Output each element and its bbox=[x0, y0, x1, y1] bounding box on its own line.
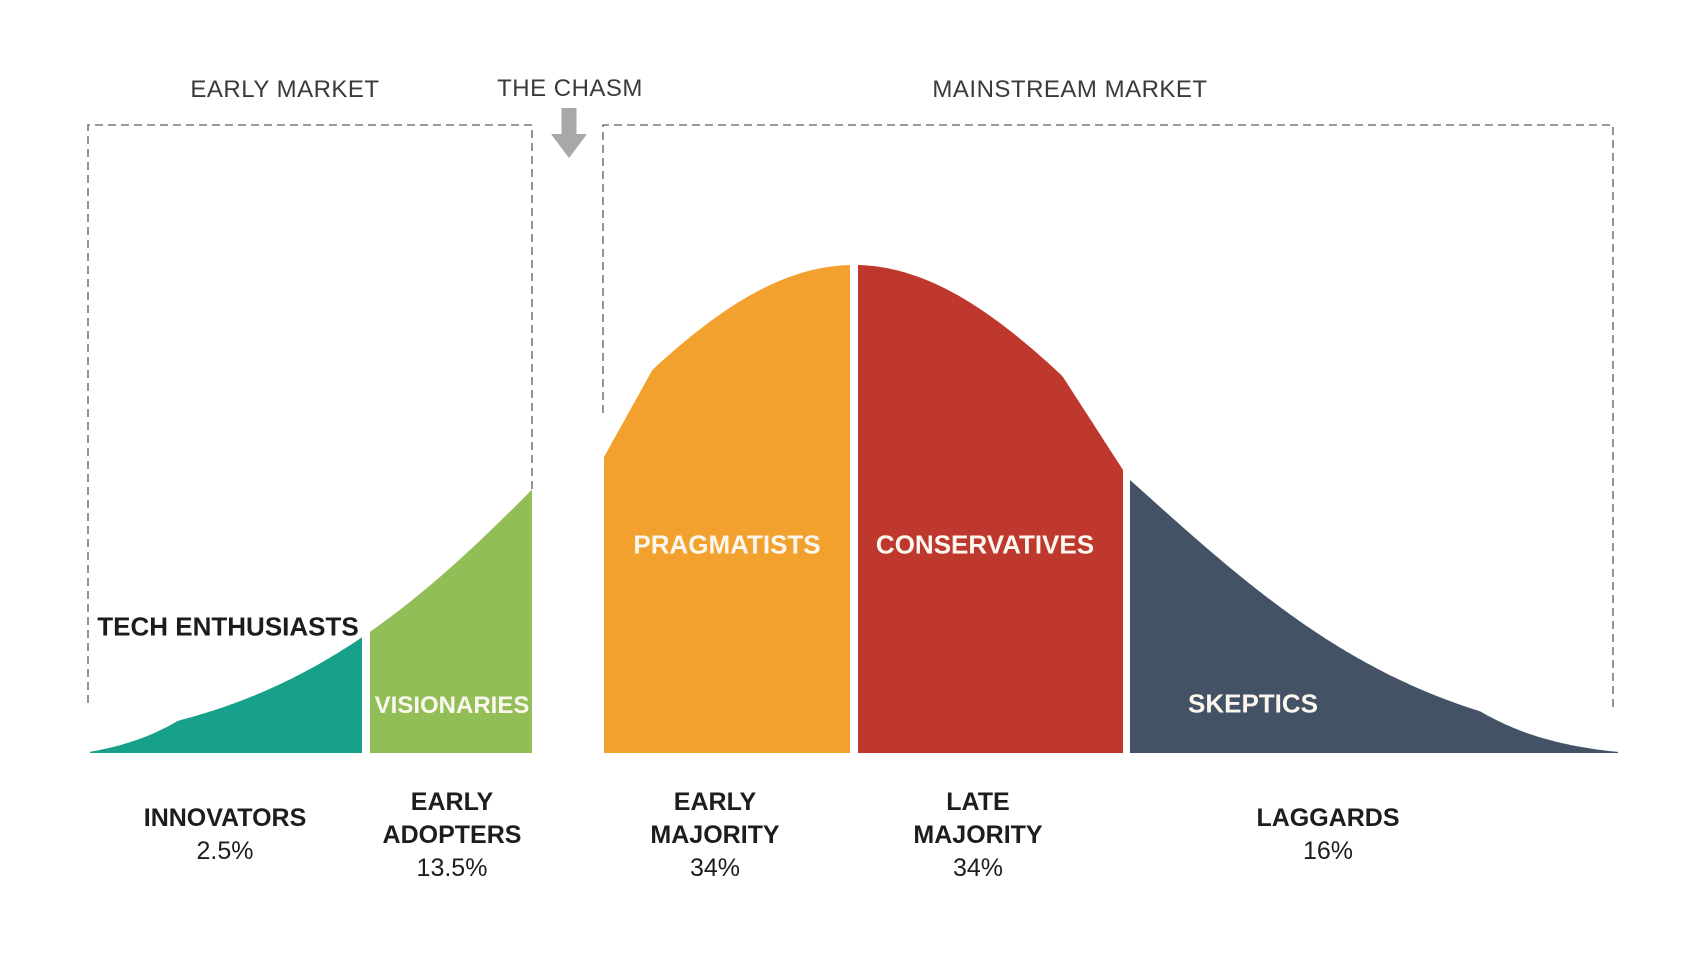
segment-name-line2: MAJORITY bbox=[650, 821, 780, 849]
segment-name: EARLY bbox=[410, 788, 494, 816]
the-chasm-label: THE CHASM bbox=[497, 75, 643, 102]
segment-shape-laggards bbox=[1130, 480, 1618, 753]
tech-enthusiasts-label: TECH ENTHUSIASTS bbox=[97, 611, 359, 642]
late-majority-caption: LATE MAJORITY 34% bbox=[913, 786, 1042, 885]
segment-percent: 16% bbox=[1302, 837, 1354, 865]
segment-shape-early-adopters bbox=[370, 489, 532, 753]
early-market-dashed-box bbox=[87, 124, 533, 703]
segment-percent: 34% bbox=[689, 854, 741, 882]
segment-percent: 34% bbox=[952, 854, 1004, 882]
mainstream-market-dashed-box bbox=[602, 124, 1614, 707]
chasm-down-arrow-icon bbox=[551, 108, 587, 158]
segment-name: EARLY bbox=[673, 788, 757, 816]
mainstream-market-label: MAINSTREAM MARKET bbox=[932, 76, 1208, 103]
laggards-caption: LAGGARDS 16% bbox=[1256, 802, 1399, 868]
early-market-label: EARLY MARKET bbox=[190, 76, 380, 103]
pragmatists-label: PRAGMATISTS bbox=[633, 529, 821, 560]
segment-name-line2: ADOPTERS bbox=[382, 821, 522, 849]
early-adopters-caption: EARLY ADOPTERS 13.5% bbox=[383, 786, 522, 885]
visionaries-label: VISIONARIES bbox=[374, 692, 530, 719]
segment-name: LATE bbox=[946, 788, 1010, 816]
segment-percent: 2.5% bbox=[196, 837, 254, 865]
segment-name: LAGGARDS bbox=[1256, 804, 1400, 832]
segment-shape-early-majority bbox=[604, 265, 850, 753]
segment-shape-innovators bbox=[90, 637, 362, 753]
segment-name-line2: MAJORITY bbox=[913, 821, 1043, 849]
skeptics-label: SKEPTICS bbox=[1187, 688, 1319, 719]
innovators-caption: INNOVATORS 2.5% bbox=[144, 802, 307, 868]
segment-shape-late-majority bbox=[858, 265, 1123, 753]
early-majority-caption: EARLY MAJORITY 34% bbox=[650, 786, 779, 885]
segment-name: INNOVATORS bbox=[143, 804, 307, 832]
segment-percent: 13.5% bbox=[416, 854, 488, 882]
conservatives-label: CONSERVATIVES bbox=[875, 529, 1095, 560]
